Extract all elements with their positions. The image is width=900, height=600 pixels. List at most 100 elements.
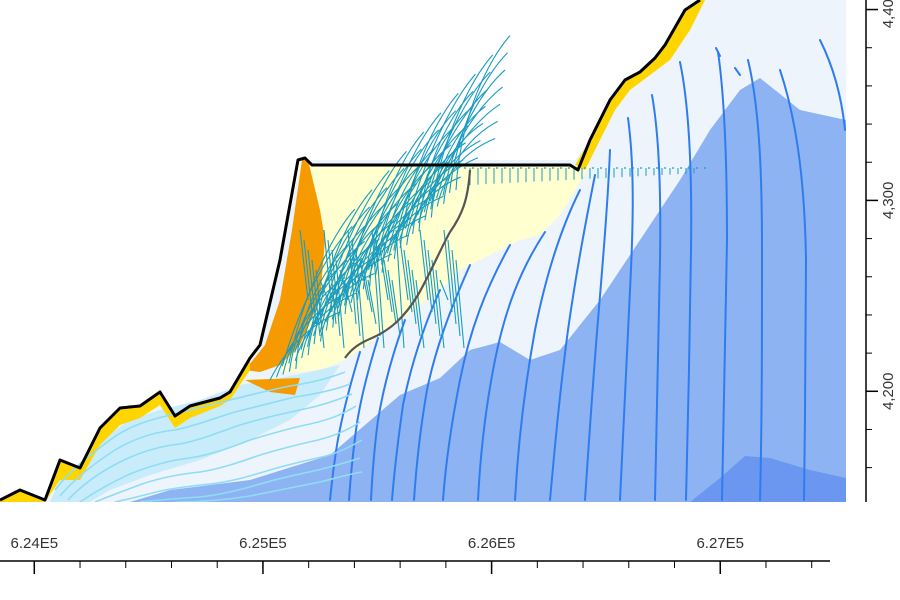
flow-vector bbox=[311, 259, 321, 337]
embankment-toe bbox=[245, 378, 300, 395]
flow-vector bbox=[455, 259, 465, 349]
flow-vector bbox=[374, 112, 442, 268]
flow-vector bbox=[343, 279, 353, 313]
flow-vector bbox=[451, 249, 461, 337]
equipotential-line bbox=[779, 69, 808, 501]
flow-vector bbox=[339, 269, 349, 301]
equipotential-line bbox=[747, 59, 764, 501]
flow-vector bbox=[442, 69, 506, 196]
equipotential-line bbox=[715, 47, 721, 57]
contour-line bbox=[79, 405, 357, 502]
flow-vector bbox=[403, 249, 413, 313]
y-major-ticks bbox=[866, 8, 878, 393]
flow-vector bbox=[359, 259, 369, 301]
flow-vector bbox=[393, 110, 457, 251]
flow-vector bbox=[371, 229, 381, 337]
flow-vector bbox=[355, 249, 365, 349]
flow-vector bbox=[323, 229, 333, 313]
equipotential-line bbox=[584, 149, 611, 501]
y-tick-label: 4,300 bbox=[880, 182, 897, 220]
flow-vector bbox=[351, 239, 361, 337]
equipotential-line bbox=[370, 319, 406, 501]
flow-vector bbox=[335, 259, 345, 349]
flow-vector bbox=[407, 259, 417, 325]
flow-vectors bbox=[269, 35, 511, 381]
contour-line bbox=[54, 371, 346, 491]
flow-vector bbox=[325, 204, 385, 331]
flow-vector bbox=[375, 239, 385, 349]
flow-vector bbox=[288, 208, 356, 364]
flow-vector bbox=[299, 229, 309, 301]
equipotential-line bbox=[717, 51, 729, 501]
light-contour-lines bbox=[54, 371, 363, 502]
contour-line bbox=[114, 439, 363, 502]
surface-strip-right bbox=[575, 0, 705, 170]
contour-line bbox=[67, 393, 353, 501]
x-tick-label: 6.26E5 bbox=[468, 535, 516, 552]
flow-vector bbox=[415, 279, 425, 349]
flow-vector bbox=[363, 269, 373, 313]
contour-line bbox=[139, 457, 361, 502]
contour-line bbox=[59, 383, 351, 497]
flow-vector bbox=[429, 103, 501, 202]
saturated-band bbox=[50, 365, 340, 502]
equipotential-line bbox=[514, 189, 581, 501]
dark-blue-layer bbox=[130, 78, 846, 502]
equipotential-line bbox=[442, 244, 511, 501]
x-tick-label: 6.27E5 bbox=[696, 535, 744, 552]
flow-vector bbox=[431, 259, 441, 337]
flow-vector bbox=[436, 138, 496, 207]
x-axis: 6.24E5 6.25E5 6.26E5 6.27E5 bbox=[0, 535, 830, 574]
flow-vector bbox=[369, 131, 425, 287]
terrain-regions bbox=[0, 0, 846, 502]
equipotential-line bbox=[348, 337, 379, 501]
flow-vector bbox=[411, 157, 479, 227]
equipotential-line bbox=[391, 289, 441, 501]
equipotential-line bbox=[477, 231, 546, 501]
flow-vector bbox=[436, 86, 503, 199]
flow-vector bbox=[424, 123, 484, 221]
flow-vector bbox=[331, 249, 341, 337]
flow-vector bbox=[412, 108, 471, 235]
y-tick-labels: 4,200 4,300 4,400 bbox=[880, 0, 897, 410]
surface-strip bbox=[0, 358, 250, 502]
x-tick-label: 6.24E5 bbox=[11, 535, 59, 552]
flow-vector bbox=[295, 242, 351, 370]
y-tick-label: 4,200 bbox=[880, 373, 897, 411]
equipotential-lines bbox=[329, 39, 846, 501]
y-tick-label: 4,400 bbox=[880, 0, 897, 28]
flow-vector bbox=[379, 249, 389, 301]
equipotential-line bbox=[619, 117, 634, 501]
flow-vector bbox=[391, 279, 401, 337]
flow-vector bbox=[386, 127, 454, 254]
fill-zone-region bbox=[280, 165, 590, 372]
equipotential-line bbox=[549, 174, 596, 501]
equipotential-line bbox=[329, 351, 361, 501]
flow-vector bbox=[300, 223, 368, 350]
x-tick-labels: 6.24E5 6.25E5 6.26E5 6.27E5 bbox=[11, 535, 744, 552]
flow-vector bbox=[319, 279, 329, 301]
flow-vector bbox=[356, 217, 412, 301]
flow-vector bbox=[443, 120, 498, 204]
flow-vector bbox=[307, 249, 317, 325]
flow-vector bbox=[427, 249, 437, 325]
flow-vector bbox=[343, 150, 407, 306]
flow-vector bbox=[447, 239, 457, 325]
contour-line bbox=[94, 421, 361, 502]
flow-vector bbox=[303, 239, 313, 313]
equipotential-line bbox=[819, 39, 846, 131]
slip-surface bbox=[344, 169, 472, 359]
flow-vector bbox=[327, 239, 337, 325]
darkest-blue-layer bbox=[690, 456, 846, 502]
flow-vector bbox=[404, 73, 476, 229]
flow-vector bbox=[315, 269, 325, 349]
flow-vector bbox=[439, 279, 449, 301]
ground-surface-line bbox=[0, 0, 701, 502]
flow-vector bbox=[399, 239, 409, 301]
flow-vector bbox=[347, 229, 357, 325]
flow-vector bbox=[368, 129, 439, 271]
flow-vector bbox=[435, 269, 445, 349]
flow-vector bbox=[419, 229, 429, 301]
flow-vector bbox=[307, 206, 370, 348]
